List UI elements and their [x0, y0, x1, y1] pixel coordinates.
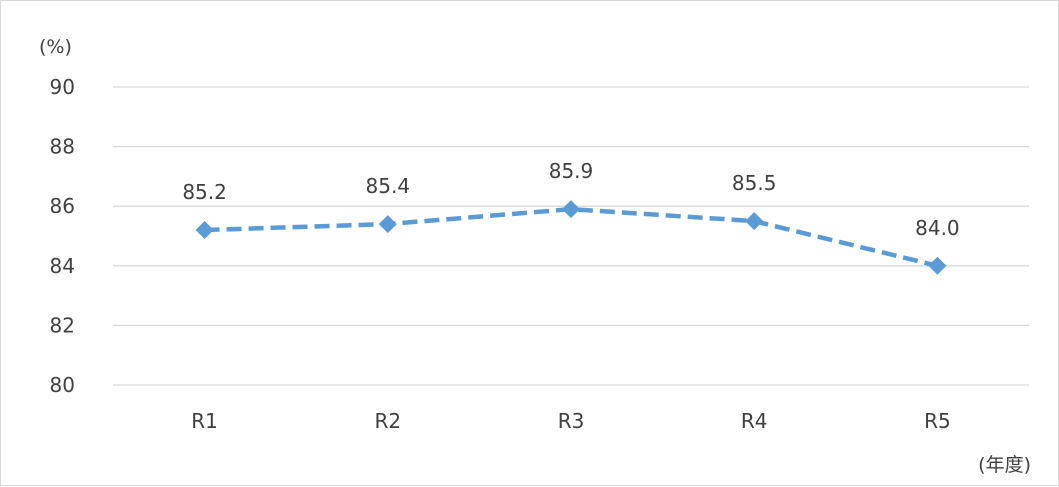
x-tick-label-R4: R4 [741, 409, 768, 433]
y-axis-unit-label: (%) [39, 36, 72, 58]
data-label-R3: 85.9 [549, 159, 594, 183]
data-label-R5: 84.0 [915, 216, 960, 240]
data-label-R2: 85.4 [366, 174, 411, 198]
data-labels: 85.2 85.4 85.9 85.5 84.0 [182, 159, 959, 240]
series-line [204, 206, 938, 268]
y-tick-label-88: 88 [50, 135, 75, 159]
data-point-R2 [378, 215, 397, 234]
series-line-0 [204, 206, 938, 268]
y-tick-label-84: 84 [50, 254, 75, 278]
y-tick-label-82: 82 [50, 313, 75, 337]
data-label-R1: 85.2 [182, 180, 227, 204]
data-point-R5 [928, 256, 947, 275]
y-tick-label-80: 80 [50, 373, 75, 397]
x-tick-label-R3: R3 [558, 409, 585, 433]
y-axis-ticks: 80 82 84 86 88 90 [50, 75, 75, 397]
data-label-R4: 85.5 [732, 171, 777, 195]
x-tick-label-R1: R1 [191, 409, 218, 433]
series-markers [195, 200, 947, 275]
gridlines [113, 86, 1029, 386]
x-tick-label-R2: R2 [374, 409, 401, 433]
x-axis-unit-label: (年度) [978, 454, 1031, 476]
data-point-R4 [745, 212, 764, 231]
y-tick-label-90: 90 [50, 75, 75, 99]
y-tick-label-86: 86 [50, 194, 75, 218]
data-point-R1 [195, 221, 214, 240]
data-point-R3 [562, 200, 580, 219]
x-axis-ticks: R1 R2 R3 R4 R5 [191, 409, 950, 433]
x-tick-label-R5: R5 [924, 409, 951, 433]
